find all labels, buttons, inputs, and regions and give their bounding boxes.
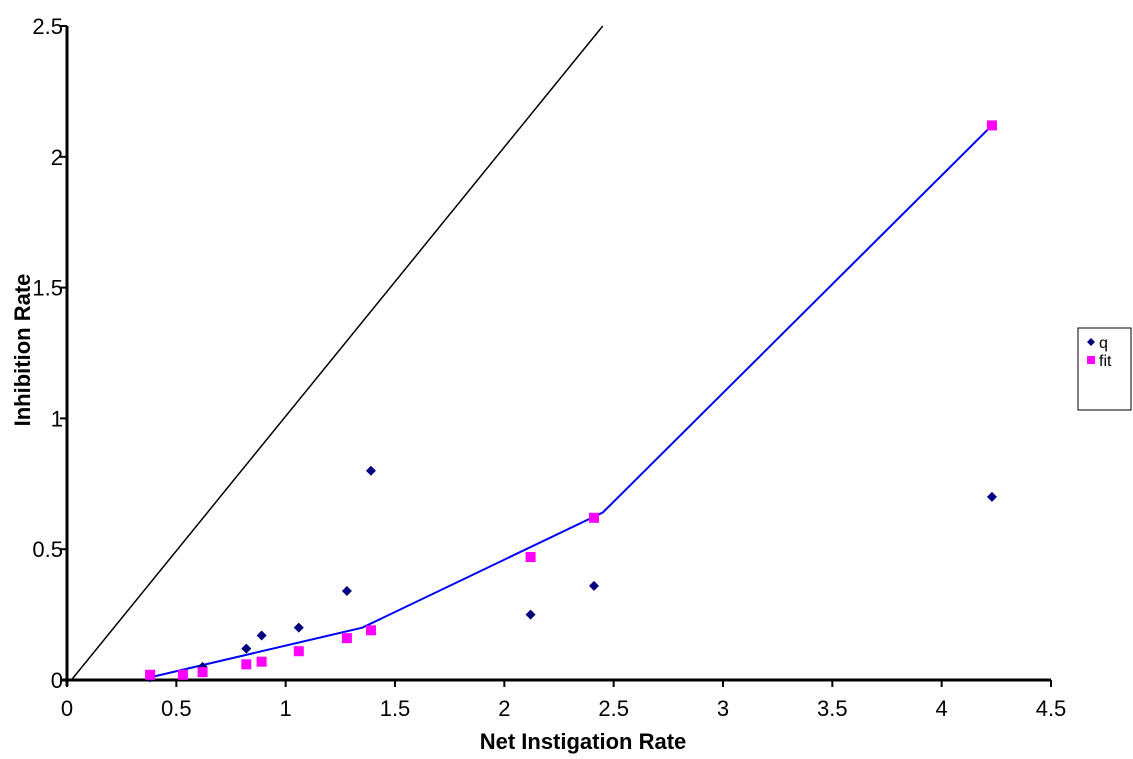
legend-marker-fit [1087, 356, 1095, 364]
x-tick-label: 4.5 [1036, 696, 1067, 721]
y-tick-label: 2 [51, 145, 63, 170]
legend-label-q: q [1099, 335, 1108, 352]
data-point-q [588, 580, 599, 591]
x-tick-label: 0.5 [161, 696, 192, 721]
lines-layer [70, 25, 993, 681]
y-tick-label: 0.5 [32, 537, 63, 562]
tick-labels: 0 0.5 1 1.5 2 2.5 3 3.5 4 4.5 0 0.5 1 1.5 2 2.5 [32, 14, 1066, 721]
legend-label-fit: fit [1099, 353, 1112, 370]
data-point-q [525, 609, 536, 620]
data-point-q [256, 630, 267, 641]
x-tick-label: 4 [936, 696, 948, 721]
data-point-fit [145, 669, 156, 680]
x-tick-label: 3.5 [817, 696, 848, 721]
y-tick-label: 1 [51, 406, 63, 431]
x-tick-label: 2 [498, 696, 510, 721]
line-series-0 [149, 124, 993, 679]
y-tick-label: 1.5 [32, 276, 63, 301]
x-tick-label: 1.5 [380, 696, 411, 721]
data-point-q [293, 622, 304, 633]
data-point-fit [197, 667, 208, 678]
x-tick-label: 0 [61, 696, 73, 721]
y-tick-label: 0 [51, 668, 63, 693]
line-series-1 [70, 25, 604, 681]
y-tick-label: 2.5 [32, 14, 63, 39]
y-axis-title: Inhibition Rate [10, 274, 35, 427]
axes [61, 26, 1051, 686]
x-tick-label: 1 [280, 696, 292, 721]
x-axis-title: Net Instigation Rate [480, 729, 687, 754]
data-point-fit [341, 633, 352, 644]
data-point-fit [177, 669, 188, 680]
legend-box [1077, 327, 1132, 411]
legend-marker-q [1087, 338, 1095, 346]
data-point-q [241, 643, 252, 654]
data-point-q [365, 465, 376, 476]
data-point-fit [241, 659, 252, 670]
data-point-fit [525, 552, 536, 563]
data-point-fit [986, 120, 997, 131]
data-point-fit [588, 512, 599, 523]
data-point-fit [293, 646, 304, 657]
data-point-q [341, 586, 352, 597]
x-tick-label: 2.5 [598, 696, 629, 721]
data-point-q [986, 491, 997, 502]
data-point-fit [256, 656, 267, 667]
x-tick-label: 3 [717, 696, 729, 721]
data-point-fit [365, 625, 376, 636]
points-layer [145, 120, 997, 683]
